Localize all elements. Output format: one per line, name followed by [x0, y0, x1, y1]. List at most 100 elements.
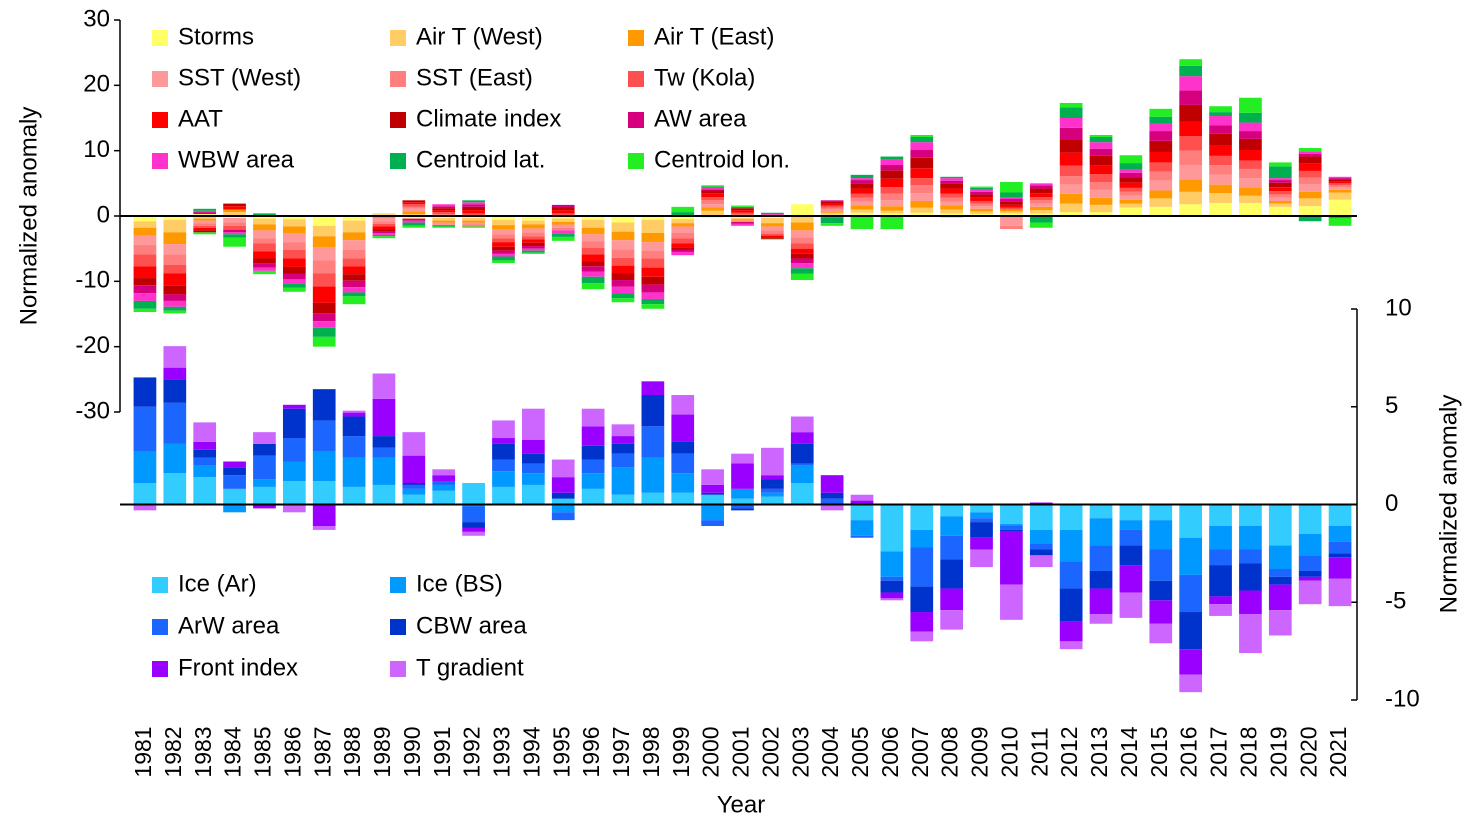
bar-segment	[611, 286, 635, 294]
legend-label: Centroid lon.	[654, 146, 790, 173]
bar-segment	[1268, 178, 1292, 181]
legend-swatch	[628, 112, 644, 128]
legend-swatch	[628, 71, 644, 87]
bar-segment	[223, 203, 246, 207]
bar-segment	[611, 273, 635, 281]
y2-tick-label: -5	[1385, 588, 1406, 615]
bar-segment	[761, 492, 784, 497]
bar-segment	[1179, 537, 1203, 575]
bar-segment	[1089, 136, 1113, 143]
bar-segment	[1209, 565, 1232, 597]
bar-segment	[432, 208, 456, 211]
bar-segment	[1179, 179, 1203, 192]
bar-segment	[611, 222, 635, 232]
bar-segment	[163, 285, 187, 295]
bar-segment	[1239, 590, 1262, 614]
bar-segment	[223, 234, 246, 238]
bar-segment	[581, 426, 605, 446]
bar-segment	[372, 234, 396, 237]
bar-segment	[1298, 163, 1322, 171]
bar-segment	[671, 473, 695, 493]
x-tick-label: 1999	[668, 726, 694, 777]
bar-segment	[133, 221, 157, 228]
x-tick-label: 1987	[309, 726, 335, 777]
bar-segment	[611, 265, 635, 274]
bar-segment	[671, 243, 695, 248]
y-tick-label: 10	[83, 136, 110, 163]
bar-segment	[970, 504, 993, 513]
x-tick-label: 2000	[698, 726, 724, 777]
bar-segment	[1089, 504, 1113, 519]
bar-segment	[1059, 184, 1083, 194]
bar-segment	[163, 232, 187, 245]
bar-segment	[1089, 197, 1113, 205]
bar-segment	[163, 402, 187, 444]
bar-segment	[522, 250, 545, 253]
bar-segment	[492, 216, 515, 220]
bar-segment	[432, 220, 456, 223]
bar-segment	[133, 451, 157, 483]
bar-segment	[551, 498, 575, 505]
bar-segment	[551, 504, 575, 513]
bar-segment	[1119, 182, 1143, 188]
bar-segment	[940, 188, 963, 194]
legend-swatch	[628, 30, 644, 46]
bar-segment	[462, 482, 485, 505]
bar-segment	[1149, 162, 1173, 172]
bar-segment	[641, 492, 665, 505]
bar-segment	[671, 414, 695, 442]
bar-segment	[850, 520, 874, 536]
bar-segment	[282, 461, 306, 482]
bar-segment	[462, 204, 485, 207]
bar-segment	[372, 229, 396, 232]
bar-segment	[1089, 189, 1113, 198]
x-tick-label: 2010	[996, 726, 1022, 777]
bar-segment	[970, 512, 993, 519]
legend-label: CBW area	[416, 612, 527, 639]
bar-segment	[551, 210, 575, 214]
bar-segment	[910, 150, 934, 158]
bar-segment	[342, 416, 366, 437]
bar-segment	[1328, 176, 1352, 179]
legend-swatch	[628, 153, 644, 169]
bar-segment	[940, 588, 963, 611]
bar-segment	[910, 134, 934, 137]
bar-segment	[372, 232, 396, 235]
bar-segment	[641, 298, 665, 305]
legend-label: SST (East)	[416, 64, 533, 91]
x-tick-label: 2021	[1325, 726, 1351, 777]
bar-segment	[1298, 576, 1322, 581]
bar-segment	[940, 516, 963, 536]
bar-segment	[1059, 139, 1083, 153]
bar-segment	[910, 212, 934, 216]
bar-segment	[253, 230, 276, 239]
bar-segment	[402, 206, 426, 209]
bar-segment	[880, 200, 904, 207]
bar-segment	[522, 408, 545, 440]
bar-segment	[790, 237, 814, 244]
bar-segment	[342, 410, 366, 413]
bar-segment	[731, 488, 754, 499]
bar-segment	[223, 209, 246, 213]
bar-segment	[701, 200, 724, 205]
bar-segment	[462, 220, 485, 223]
bar-segment	[731, 217, 754, 220]
bar-segment	[1268, 206, 1292, 216]
bar-segment	[1089, 570, 1113, 589]
x-tick-label: 1981	[130, 726, 156, 777]
bar-segment	[223, 225, 246, 230]
bar-segment	[940, 193, 963, 198]
bar-segment	[193, 212, 217, 215]
bar-segment	[1059, 504, 1083, 530]
bar-segment	[1059, 193, 1083, 204]
bar-segment	[282, 438, 306, 462]
bar-segment	[880, 598, 904, 601]
bar-segment	[611, 280, 635, 287]
bar-segment	[1298, 555, 1322, 571]
bar-segment	[850, 178, 874, 181]
bar-segment	[282, 242, 306, 250]
bar-segment	[312, 451, 336, 482]
bar-segment	[1149, 600, 1173, 624]
bar-segment	[731, 212, 754, 215]
bar-segment	[1328, 553, 1352, 558]
